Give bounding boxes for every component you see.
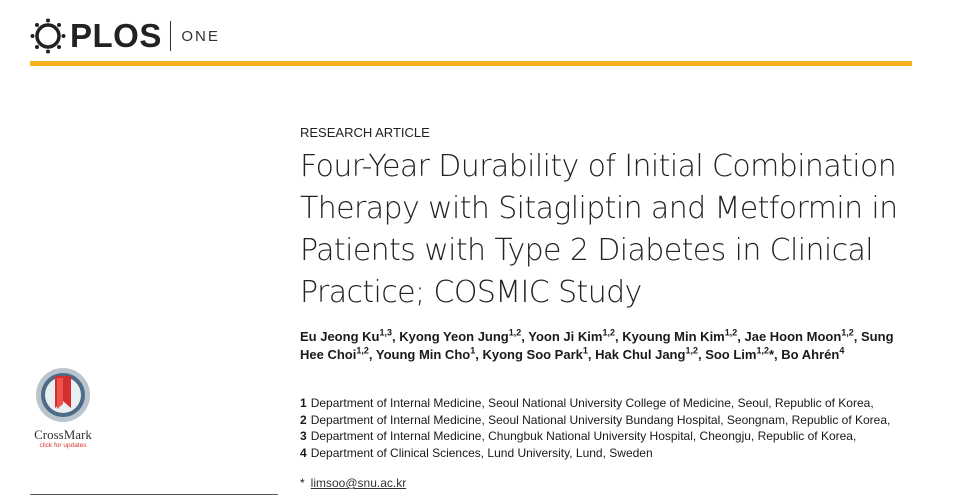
article-type: RESEARCH ARTICLE bbox=[300, 125, 430, 140]
crossmark-badge[interactable]: CrossMark click for updates bbox=[28, 366, 98, 449]
author-name: Yoon Ji Kim bbox=[528, 329, 603, 344]
author-name: Young Min Cho bbox=[375, 347, 471, 362]
footer-rule bbox=[30, 494, 278, 495]
title-line: Four-Year Durability of Initial Combinat… bbox=[300, 149, 897, 184]
author-name: Bo Ahrén bbox=[781, 347, 840, 362]
author-name: Eu Jeong Ku bbox=[300, 329, 380, 344]
author-affiliation-ref: 1,2 bbox=[356, 345, 369, 356]
article-title: Four-Year Durability of Initial Combinat… bbox=[300, 146, 898, 314]
author-affiliation-ref: 1,2 bbox=[685, 345, 698, 356]
author: Kyong Yeon Jung1,2 bbox=[399, 327, 522, 344]
logo-divider bbox=[169, 21, 172, 51]
author: Kyoung Min Kim1,2 bbox=[622, 327, 738, 344]
crossmark-caption: click for updates bbox=[39, 442, 87, 449]
crossmark-label: CrossMark bbox=[34, 427, 92, 442]
author-separator: , bbox=[521, 329, 529, 344]
author-affiliation-ref: 1,2 bbox=[508, 327, 522, 338]
author: Eu Jeong Ku1,3 bbox=[300, 327, 392, 344]
author-name: Kyong Soo Park bbox=[482, 347, 583, 362]
logo-icon bbox=[30, 18, 66, 54]
author-affiliation-ref: 1,2 bbox=[724, 327, 738, 338]
logo-word: PLOS bbox=[70, 17, 162, 54]
author-name: Soo Lim bbox=[705, 347, 757, 362]
affiliation-text: Department of Clinical Sciences, Lund Un… bbox=[310, 446, 653, 461]
author-affiliation-ref: 1,2 bbox=[841, 327, 854, 338]
affiliation-text: Department of Internal Medicine, Seoul N… bbox=[310, 396, 874, 410]
author-name: Kyong Yeon Jung bbox=[399, 329, 509, 344]
correspondence: * limsoo@snu.ac.kr bbox=[300, 476, 406, 490]
corresponding-symbol: * bbox=[300, 476, 305, 490]
affiliation-text: Department of Internal Medicine, Chungbu… bbox=[310, 429, 857, 444]
title-line: Patients with Type 2 Diabetes in Clinica… bbox=[300, 233, 874, 268]
author-separator: , bbox=[368, 347, 376, 362]
author-affiliation-ref: 1,2 bbox=[602, 327, 615, 338]
author: Soo Lim1,2* bbox=[705, 345, 775, 362]
author-affiliation-ref: 1 bbox=[582, 345, 588, 356]
author: Jae Hoon Moon1,2 bbox=[744, 327, 854, 344]
author-affiliation-ref: 1 bbox=[470, 345, 476, 356]
author: Hak Chul Jang1,2 bbox=[595, 345, 698, 362]
author-separator: , bbox=[391, 329, 400, 344]
author-list: Eu Jeong Ku1,3, Kyong Yeon Jung1,2, Yoon… bbox=[300, 328, 900, 364]
author-name: Kyoung Min Kim bbox=[622, 329, 725, 344]
title-line: Practice; COSMIC Study bbox=[300, 275, 642, 310]
affiliation-number: 2 bbox=[300, 412, 307, 427]
author: Bo Ahrén4 bbox=[781, 345, 845, 362]
author: Kyong Soo Park1 bbox=[482, 345, 588, 362]
corresponding-mark: * bbox=[768, 347, 775, 362]
author-separator: , bbox=[737, 329, 745, 344]
author: Sung Hee Choi1,2 bbox=[300, 329, 894, 362]
affiliation-text: Department of Internal Medicine, Seoul N… bbox=[310, 412, 891, 427]
author-separator: , bbox=[587, 347, 596, 362]
header-rule bbox=[30, 61, 912, 66]
author: Yoon Ji Kim1,2 bbox=[528, 327, 615, 344]
title-line: Therapy with Sitagliptin and Metformin i… bbox=[300, 191, 898, 226]
journal-logo[interactable]: PLOS ONE bbox=[30, 14, 220, 58]
author-separator: , bbox=[614, 329, 623, 344]
author-separator: , bbox=[853, 329, 862, 344]
affiliation-number: 4 bbox=[300, 446, 307, 461]
author-separator: , bbox=[697, 347, 706, 362]
journal-name: ONE bbox=[181, 27, 220, 45]
affiliation-number: 1 bbox=[300, 396, 307, 410]
affiliation-number: 3 bbox=[300, 429, 307, 444]
author-separator: , bbox=[774, 347, 782, 362]
crossmark-icon bbox=[36, 368, 90, 422]
author-affiliation-ref: 1,3 bbox=[379, 327, 392, 338]
author-separator: , bbox=[475, 347, 483, 362]
author: Young Min Cho1 bbox=[375, 345, 476, 362]
email-link[interactable]: limsoo@snu.ac.kr bbox=[310, 476, 407, 490]
author-name: Hak Chul Jang bbox=[595, 347, 686, 362]
author-name: Sung Hee Choi bbox=[300, 329, 894, 362]
author-affiliation-ref: 4 bbox=[839, 345, 845, 356]
author-affiliation-ref: 1,2 bbox=[756, 345, 769, 356]
author-name: Jae Hoon Moon bbox=[744, 329, 842, 344]
affiliations: 1 Department of Internal Medicine, Seoul … bbox=[300, 395, 920, 462]
